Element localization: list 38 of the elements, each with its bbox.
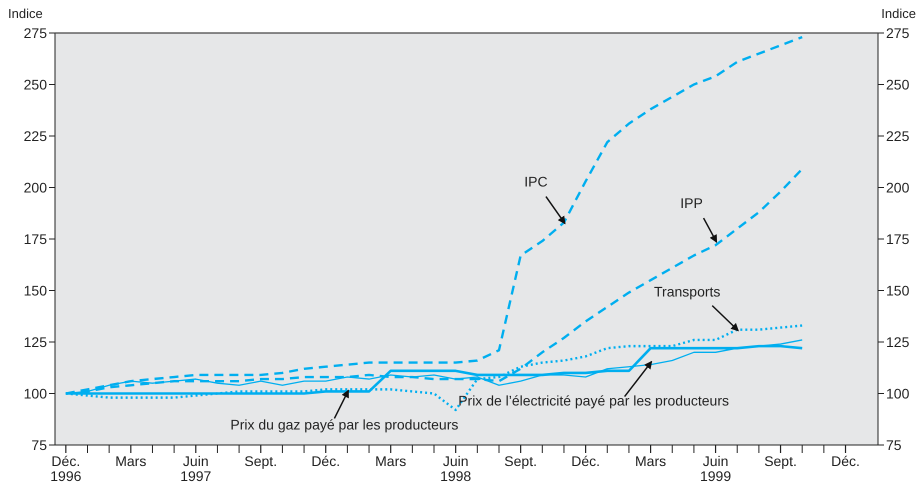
y2-tick-label: 125 [886, 334, 910, 350]
y2-tick-label: 250 [886, 76, 910, 92]
y2-axis-title: Indice [881, 6, 916, 21]
x-tick-label: Juin 1998 [440, 453, 472, 484]
y2-tick-label: 100 [886, 385, 910, 402]
y-tick-label: 225 [24, 128, 48, 144]
y-tick-label: 150 [24, 282, 48, 298]
x-tick-label: Juin 1999 [700, 453, 732, 484]
x-tick-label: Déc. [831, 453, 860, 469]
annotation: Transports [654, 284, 720, 300]
y-tick-label: 275 [24, 24, 48, 41]
y2-tick-label: 75 [886, 436, 902, 453]
annotation: IPC [524, 174, 548, 190]
x-tick-label: Sept. [244, 453, 278, 469]
y-axis-title: Indice [8, 6, 43, 21]
y-tick-label: 125 [24, 334, 48, 350]
annotation: Prix de l’électricité payé par les producteurs [458, 392, 729, 409]
x-tick-label: Juin 1997 [180, 453, 212, 484]
x-tick-label: Déc. [311, 453, 340, 469]
y-tick-label: 250 [24, 76, 48, 92]
y2-tick-label: 175 [886, 230, 910, 247]
y-tick-label: 75 [31, 436, 48, 453]
x-tick-label: Déc. 1996 [50, 453, 82, 484]
annotation: IPP [680, 195, 703, 212]
x-tick-label: Sept. [504, 453, 537, 469]
y-tick-label: 200 [24, 179, 48, 196]
x-tick-label: Mars [375, 453, 406, 469]
x-tick-label: Déc. [571, 453, 600, 469]
y2-tick-label: 275 [886, 24, 910, 41]
x-tick-label: Sept. [764, 453, 797, 469]
y-tick-label: 100 [24, 385, 48, 402]
y2-tick-label: 200 [886, 179, 910, 196]
x-tick-label: Mars [635, 453, 666, 469]
y2-tick-label: 150 [886, 282, 910, 298]
y-tick-label: 175 [24, 230, 48, 247]
annotation: Prix du gaz payé par les producteurs [230, 416, 458, 432]
x-tick-label: Mars [115, 453, 146, 469]
y2-tick-label: 225 [886, 128, 910, 144]
